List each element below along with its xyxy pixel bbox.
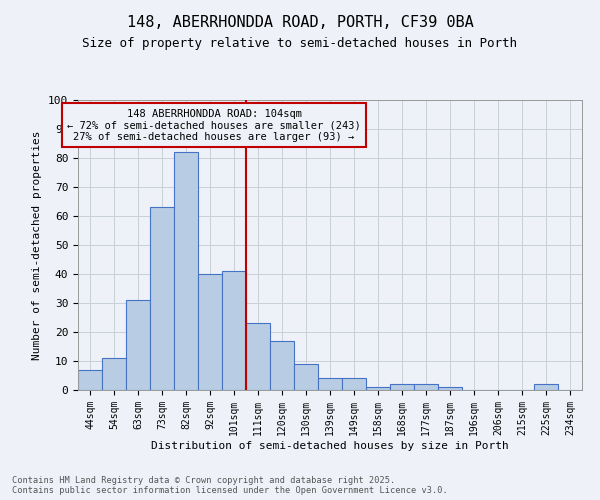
Text: Size of property relative to semi-detached houses in Porth: Size of property relative to semi-detach… <box>83 38 517 51</box>
X-axis label: Distribution of semi-detached houses by size in Porth: Distribution of semi-detached houses by … <box>151 440 509 450</box>
Bar <box>78 370 102 390</box>
Bar <box>390 384 414 390</box>
Bar <box>534 384 558 390</box>
Bar <box>102 358 126 390</box>
Bar <box>438 387 462 390</box>
Bar <box>342 378 366 390</box>
Bar <box>222 271 246 390</box>
Bar <box>366 387 390 390</box>
Text: 148 ABERRHONDDA ROAD: 104sqm
← 72% of semi-detached houses are smaller (243)
27%: 148 ABERRHONDDA ROAD: 104sqm ← 72% of se… <box>67 108 361 142</box>
Bar <box>126 300 150 390</box>
Bar <box>318 378 342 390</box>
Bar <box>198 274 222 390</box>
Text: Contains HM Land Registry data © Crown copyright and database right 2025.
Contai: Contains HM Land Registry data © Crown c… <box>12 476 448 495</box>
Bar <box>150 208 174 390</box>
Bar <box>174 152 198 390</box>
Bar <box>270 340 294 390</box>
Bar <box>294 364 318 390</box>
Y-axis label: Number of semi-detached properties: Number of semi-detached properties <box>32 130 43 360</box>
Text: 148, ABERRHONDDA ROAD, PORTH, CF39 0BA: 148, ABERRHONDDA ROAD, PORTH, CF39 0BA <box>127 15 473 30</box>
Bar <box>414 384 438 390</box>
Bar <box>246 324 270 390</box>
